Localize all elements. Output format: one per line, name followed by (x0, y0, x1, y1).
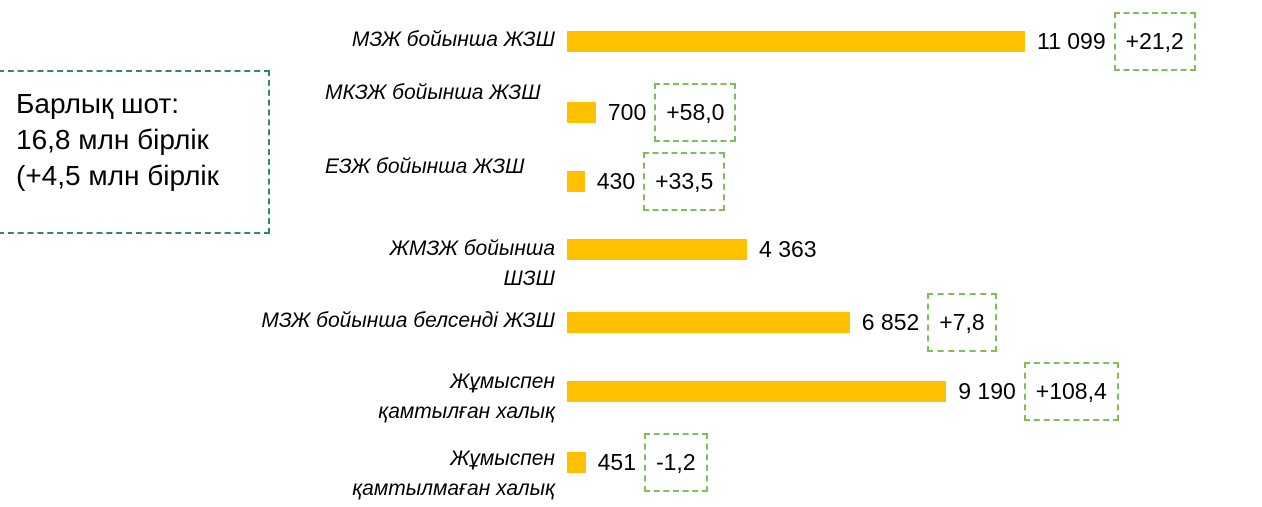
category-label: МЗЖ бойынша белсенді ЖЗШ (261, 309, 555, 332)
bar (567, 451, 586, 473)
annotation-line: Барлық шот: (16, 88, 180, 119)
value-label: 451 (597, 448, 636, 475)
bar-row: 4 363 (567, 214, 817, 284)
value-label: 11 099 (1037, 27, 1106, 54)
change-label: +21,2 (1113, 11, 1196, 71)
value-label: 6 852 (861, 308, 920, 335)
bar-row: 6 852 +7,8 (567, 287, 997, 357)
bar (567, 30, 1025, 52)
bar (567, 380, 947, 402)
bar-row: 11 099 +21,2 (567, 6, 1196, 76)
bar (567, 101, 596, 123)
annotation-line: 16,8 млн бірлік (16, 124, 209, 155)
change-label: +7,8 (927, 292, 997, 352)
category-label: Жұмыспен қамтылмаған халық (352, 447, 555, 500)
change-label: +108,4 (1023, 361, 1119, 421)
bar-row: 451 -1,2 (567, 427, 708, 497)
change-label: +33,5 (643, 151, 726, 211)
bar (567, 311, 850, 333)
bar-row: 700 +58,0 (567, 77, 737, 147)
bar (567, 170, 585, 192)
bar-row: 9 190 +108,4 (567, 356, 1119, 426)
change-label: -1,2 (643, 432, 708, 492)
value-label: 4 363 (759, 235, 817, 262)
total-annotation: Барлық шот: 16,8 млн бірлік (+4,5 млн бірл… (0, 70, 270, 234)
annotation-line: (+4,5 млн бірлік (16, 160, 219, 191)
change-label: +58,0 (654, 82, 737, 142)
category-label: ЕЗЖ бойынша ЖЗШ (325, 155, 525, 178)
category-label: МЗЖ бойынша ЖЗШ (351, 28, 555, 51)
value-label: 430 (596, 167, 636, 194)
category-label: МКЗЖ бойынша ЖЗШ (325, 81, 541, 104)
value-label: 9 190 (958, 377, 1016, 404)
value-label: 700 (607, 98, 647, 125)
category-label: ЖМЗЖ бойынша ШЗШ (389, 237, 555, 290)
category-label: Жұмыспен қамтылған халық (378, 370, 555, 423)
bar-row: 430 +33,5 (567, 146, 726, 216)
bar (567, 238, 748, 260)
